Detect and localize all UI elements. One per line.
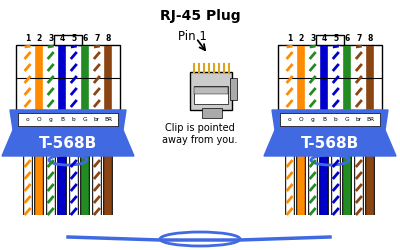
Polygon shape <box>264 130 396 156</box>
Bar <box>316 35 344 45</box>
Text: br: br <box>356 117 362 122</box>
Text: 2: 2 <box>36 34 42 43</box>
Text: 4: 4 <box>322 34 327 43</box>
Bar <box>190 72 232 110</box>
Text: BR: BR <box>366 117 374 122</box>
Text: 2: 2 <box>298 34 304 43</box>
Text: 5: 5 <box>333 34 338 43</box>
Bar <box>54 35 82 45</box>
Text: 8: 8 <box>106 34 111 43</box>
Polygon shape <box>10 110 126 130</box>
Bar <box>16 45 120 110</box>
Text: O: O <box>299 117 304 122</box>
Text: T-568B: T-568B <box>39 136 97 152</box>
Text: 6: 6 <box>345 34 350 43</box>
Text: O: O <box>37 117 42 122</box>
Text: 3: 3 <box>310 34 315 43</box>
Text: B: B <box>60 117 64 122</box>
Text: B: B <box>322 117 326 122</box>
Text: T-568B: T-568B <box>301 136 359 152</box>
Text: G: G <box>83 117 88 122</box>
Text: o: o <box>288 117 291 122</box>
Text: b: b <box>334 117 338 122</box>
Bar <box>280 113 380 126</box>
Bar <box>278 45 382 110</box>
Text: 3: 3 <box>48 34 53 43</box>
Text: BR: BR <box>104 117 112 122</box>
Polygon shape <box>2 130 134 156</box>
Text: Clip is pointed
away from you.: Clip is pointed away from you. <box>162 123 238 144</box>
Bar <box>202 108 222 118</box>
Text: Pin 1: Pin 1 <box>178 30 207 43</box>
Text: br: br <box>94 117 100 122</box>
Text: 5: 5 <box>71 34 76 43</box>
Text: g: g <box>49 117 52 122</box>
Text: 7: 7 <box>356 34 362 43</box>
Bar <box>194 86 228 104</box>
Bar <box>194 87 228 94</box>
Text: RJ-45 Plug: RJ-45 Plug <box>160 9 240 23</box>
Text: 4: 4 <box>60 34 65 43</box>
Text: g: g <box>311 117 314 122</box>
Bar <box>230 78 237 100</box>
Text: o: o <box>26 117 29 122</box>
Text: G: G <box>345 117 350 122</box>
Text: b: b <box>72 117 76 122</box>
Text: 1: 1 <box>287 34 292 43</box>
Text: 1: 1 <box>25 34 30 43</box>
Polygon shape <box>272 110 388 130</box>
Bar <box>18 113 118 126</box>
Text: 6: 6 <box>83 34 88 43</box>
Text: 7: 7 <box>94 34 100 43</box>
Text: 8: 8 <box>368 34 373 43</box>
